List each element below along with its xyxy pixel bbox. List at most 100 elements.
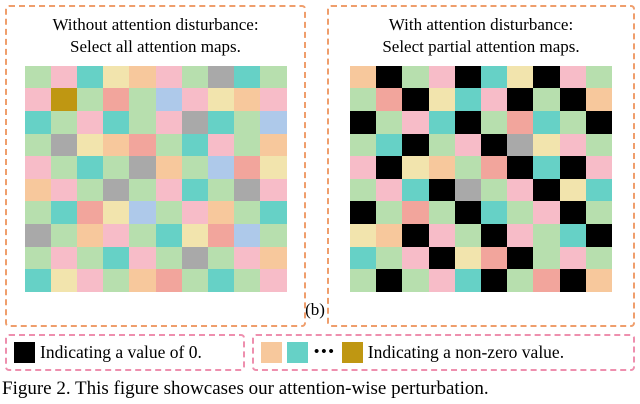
grid-cell	[559, 111, 586, 134]
grid-cell	[402, 269, 429, 292]
grid-cell	[129, 246, 156, 270]
grid-cell	[260, 178, 287, 202]
grid-cell	[428, 269, 455, 292]
grid-cell	[428, 201, 455, 225]
grid-cell	[50, 156, 77, 179]
grid-cell	[76, 156, 104, 179]
grid-cell	[155, 246, 182, 270]
grid-cell	[103, 269, 130, 292]
grid-cell	[181, 201, 208, 225]
grid-cell	[155, 201, 182, 225]
grid-cell	[481, 178, 508, 202]
grid-cell	[585, 201, 612, 225]
grid-cell	[207, 133, 235, 157]
grid-cell	[234, 65, 261, 89]
legend-zero-value: Indicating a value of 0.	[5, 334, 245, 371]
grid-cell	[207, 156, 235, 179]
grid-cell	[260, 156, 287, 179]
grid-cell	[533, 65, 560, 89]
grid-cell	[155, 156, 182, 179]
grid-cell	[181, 178, 208, 202]
panel-without-title: Without attention disturbance: Select al…	[52, 14, 258, 59]
grid-cell	[129, 201, 156, 225]
grid-cell	[129, 65, 156, 89]
panel-with-title: With attention disturbance: Select parti…	[382, 14, 579, 59]
grid-cell	[260, 111, 287, 134]
grid-cell	[585, 111, 612, 134]
grid-cell	[234, 156, 261, 179]
black-swatch	[14, 342, 35, 363]
grid-cell	[129, 269, 156, 292]
panel-without-disturbance: Without attention disturbance: Select al…	[5, 5, 306, 327]
grid-cell	[376, 65, 403, 89]
grid-cell	[533, 201, 560, 225]
grid-cell	[260, 201, 287, 225]
grid-cell	[481, 246, 508, 270]
grid-cell	[402, 246, 429, 270]
grid-cell	[402, 201, 429, 225]
grid-cell	[376, 133, 403, 157]
panel-with-title-line1: With attention disturbance:	[388, 15, 574, 34]
grid-cell	[585, 65, 612, 89]
grid-cell	[50, 269, 77, 292]
grid-cell	[50, 111, 77, 134]
grid-cell	[155, 88, 182, 112]
grid-cell	[376, 156, 403, 179]
grid-cell	[350, 88, 377, 112]
grid-cell	[402, 133, 429, 157]
grid-cell	[207, 224, 235, 247]
grid-cell	[207, 88, 235, 112]
grid-cell	[481, 156, 508, 179]
ellipsis-dots: •••	[314, 344, 336, 360]
grid-cell	[155, 269, 182, 292]
grid-cell	[533, 224, 560, 247]
grid-cell	[207, 111, 235, 134]
grid-cell	[402, 111, 429, 134]
grid-cell	[103, 88, 130, 112]
grid-cell	[428, 133, 455, 157]
grid-cell	[585, 178, 612, 202]
grid-cell	[76, 111, 104, 134]
grid-cell	[481, 111, 508, 134]
grid-cell	[454, 224, 481, 247]
grid-cell	[76, 201, 104, 225]
grid-cell	[507, 246, 534, 270]
grid-cell	[585, 269, 612, 292]
grid-cell	[181, 65, 208, 89]
grid-cell	[507, 269, 534, 292]
grid-cell	[559, 269, 586, 292]
grid-cell	[350, 178, 377, 202]
grid-cell	[103, 178, 130, 202]
grid-cell	[129, 224, 156, 247]
grid-cell	[24, 88, 51, 112]
grid-cell	[24, 111, 51, 134]
grid-cell	[454, 133, 481, 157]
grid-cell	[234, 246, 261, 270]
grid-cell	[402, 156, 429, 179]
grid-cell	[481, 65, 508, 89]
grid-cell	[24, 269, 51, 292]
grid-cell	[428, 178, 455, 202]
grid-cell	[76, 178, 104, 202]
figure-caption: Figure 2. This figure showcases our atte…	[2, 378, 489, 399]
grid-cell	[234, 269, 261, 292]
grid-cell	[103, 156, 130, 179]
panel-without-title-line1: Without attention disturbance:	[52, 15, 259, 34]
grid-cell	[129, 111, 156, 134]
grid-cell	[155, 224, 182, 247]
grid-cell	[376, 201, 403, 225]
grid-cell	[234, 201, 261, 225]
grid-cell	[234, 133, 261, 157]
legend-nonzero-value: ••• Indicating a non-zero value.	[252, 334, 635, 371]
grid-cell	[507, 201, 534, 225]
grid-cell	[402, 178, 429, 202]
grid-cell	[103, 65, 130, 89]
grid-cell	[181, 156, 208, 179]
grid-cell	[207, 65, 235, 89]
grid-cell	[50, 201, 77, 225]
grid-cell	[402, 224, 429, 247]
grid-cell	[402, 88, 429, 112]
grid-cell	[559, 201, 586, 225]
grid-cell	[129, 178, 156, 202]
